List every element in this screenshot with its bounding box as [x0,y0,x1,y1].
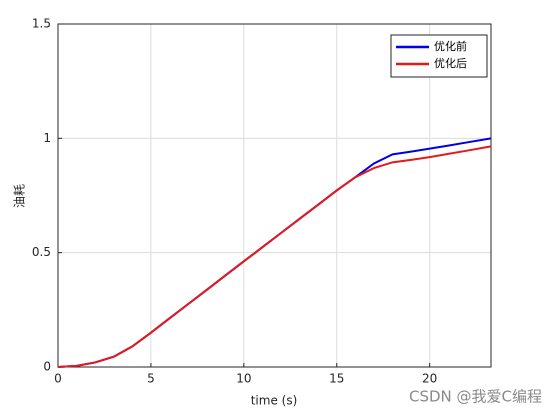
legend-box [390,34,488,78]
y-tick-label: 1.5 [32,17,51,31]
y-tick-label: 0 [43,360,51,374]
y-tick-label: 0.5 [32,245,51,259]
watermark: CSDN @我爱C编程 [409,388,542,406]
x-tick-label: 5 [147,372,155,386]
x-tick-label: 10 [236,372,251,386]
legend-label: 优化前 [434,39,467,53]
x-tick-label: 15 [329,372,344,386]
legend-label: 优化后 [434,56,467,70]
y-axis-label: 油耗 [13,184,27,208]
x-axis-label: time (s) [251,394,298,408]
series-line [57,145,492,368]
x-tick-label: 20 [422,372,437,386]
x-tick-label: 0 [54,372,62,386]
y-tick-label: 1 [43,131,51,145]
plot-frame [57,23,492,368]
